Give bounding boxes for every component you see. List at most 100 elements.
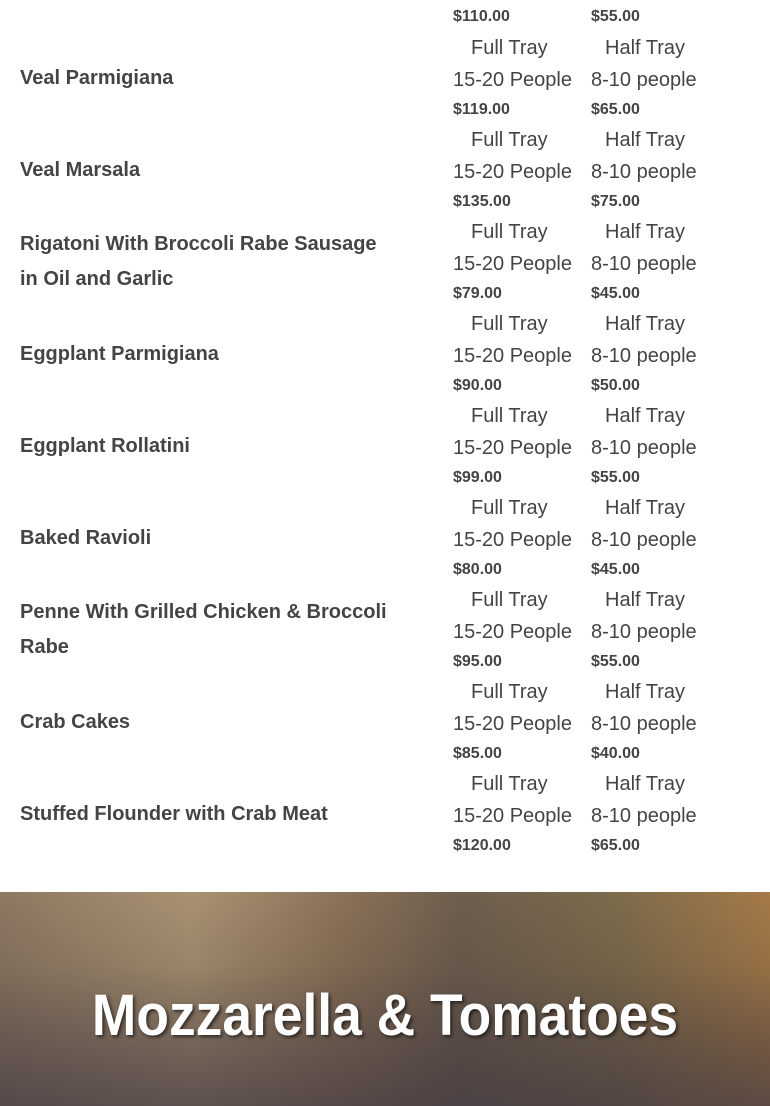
full-tray-column: Full Tray 15-20 People $79.00 bbox=[453, 216, 588, 308]
half-tray-people: 8-10 people bbox=[591, 529, 697, 551]
menu-row: Baked Ravioli Full Tray 15-20 People $80.00… bbox=[0, 492, 770, 584]
full-tray-column: Full Tray 15-20 People $80.00 bbox=[453, 492, 588, 584]
item-name: Stuffed Flounder with Crab Meat bbox=[20, 768, 390, 860]
item-name-text: Stuffed Flounder with Crab Meat bbox=[20, 802, 328, 825]
half-tray-people: 8-10 people bbox=[591, 161, 697, 183]
half-tray-price: $55.00 bbox=[591, 8, 640, 25]
item-name-text: Rigatoni With Broccoli Rabe Sausage in O… bbox=[20, 233, 377, 290]
full-tray-people: 15-20 People bbox=[453, 69, 572, 91]
menu-row: Crab Cakes Full Tray 15-20 People $85.00 Hal… bbox=[0, 676, 770, 768]
full-tray-label: Full Tray bbox=[471, 313, 548, 335]
half-tray-label: Half Tray bbox=[605, 405, 686, 427]
item-name: Rigatoni With Broccoli Rabe Sausage in O… bbox=[20, 216, 390, 308]
full-tray-label: Full Tray bbox=[471, 497, 548, 519]
half-tray-column: Half Tray 8-10 people $45.00 bbox=[591, 216, 726, 308]
half-tray-price: $75.00 bbox=[591, 193, 640, 210]
half-tray-label: Half Tray bbox=[605, 497, 686, 519]
full-tray-price: $85.00 bbox=[453, 745, 502, 762]
item-name-text: Penne With Grilled Chicken & Broccoli Ra… bbox=[20, 601, 387, 658]
item-name: Veal Parmigiana bbox=[20, 32, 390, 124]
half-tray-people: 8-10 people bbox=[591, 437, 697, 459]
menu-row: Veal Parmigiana Full Tray 15-20 People $119… bbox=[0, 32, 770, 124]
half-tray-price: $55.00 bbox=[591, 469, 640, 486]
half-tray-label: Half Tray bbox=[605, 313, 686, 335]
half-tray-price: $50.00 bbox=[591, 377, 640, 394]
half-tray-people: 8-10 people bbox=[591, 713, 697, 735]
half-tray-people: 8-10 people bbox=[591, 621, 697, 643]
full-tray-label: Full Tray bbox=[471, 589, 548, 611]
full-tray-price: $110.00 bbox=[453, 8, 510, 25]
menu-row-partial: $110.00 $55.00 bbox=[0, 0, 770, 32]
full-tray-price: $80.00 bbox=[453, 561, 502, 578]
half-tray-column: Half Tray 8-10 people $75.00 bbox=[591, 124, 726, 216]
full-tray-label: Full Tray bbox=[471, 129, 548, 151]
half-tray-column: Half Tray 8-10 people $55.00 bbox=[591, 400, 726, 492]
half-tray-column: Half Tray 8-10 people $65.00 bbox=[591, 768, 726, 860]
item-name-text: Veal Marsala bbox=[20, 158, 141, 181]
half-tray-price: $65.00 bbox=[591, 101, 640, 118]
full-tray-price: $120.00 bbox=[453, 837, 511, 854]
item-name: Baked Ravioli bbox=[20, 492, 390, 584]
half-tray-people: 8-10 people bbox=[591, 253, 697, 275]
item-name: Crab Cakes bbox=[20, 676, 390, 768]
item-name: Eggplant Parmigiana bbox=[20, 308, 390, 400]
half-tray-column: Half Tray 8-10 people $40.00 bbox=[591, 676, 726, 768]
item-name-text: Crab Cakes bbox=[20, 710, 131, 733]
item-name-text: Eggplant Rollatini bbox=[20, 434, 190, 457]
half-tray-label: Half Tray bbox=[605, 221, 686, 243]
half-tray-label: Half Tray bbox=[605, 37, 686, 59]
half-tray-column: Half Tray 8-10 people $50.00 bbox=[591, 308, 726, 400]
half-tray-price: $55.00 bbox=[591, 653, 640, 670]
full-tray-people: 15-20 People bbox=[453, 621, 572, 643]
half-tray-column: Half Tray 8-10 people $55.00 bbox=[591, 584, 726, 676]
full-tray-column: Full Tray 15-20 People $119.00 bbox=[453, 32, 588, 124]
half-tray-price: $45.00 bbox=[591, 561, 640, 578]
item-name: Veal Marsala bbox=[20, 124, 390, 216]
full-tray-people: 15-20 People bbox=[453, 805, 572, 827]
half-tray-people: 8-10 people bbox=[591, 805, 697, 827]
full-tray-price: $90.00 bbox=[453, 377, 502, 394]
full-tray-label: Full Tray bbox=[471, 681, 548, 703]
half-tray-people: 8-10 people bbox=[591, 69, 697, 91]
half-tray-label: Half Tray bbox=[605, 589, 686, 611]
item-name: Eggplant Rollatini bbox=[20, 400, 390, 492]
full-tray-price: $135.00 bbox=[453, 193, 511, 210]
full-tray-people: 15-20 People bbox=[453, 437, 572, 459]
full-tray-column: Full Tray 15-20 People $95.00 bbox=[453, 584, 588, 676]
half-tray-column: Half Tray 8-10 people $65.00 bbox=[591, 32, 726, 124]
full-tray-people: 15-20 People bbox=[453, 161, 572, 183]
half-tray-label: Half Tray bbox=[605, 681, 686, 703]
full-tray-label: Full Tray bbox=[471, 773, 548, 795]
menu-row: Eggplant Parmigiana Full Tray 15-20 People… bbox=[0, 308, 770, 400]
full-tray-label: Full Tray bbox=[471, 405, 548, 427]
full-tray-price: $95.00 bbox=[453, 653, 502, 670]
item-name: Penne With Grilled Chicken & Broccoli Ra… bbox=[20, 584, 390, 676]
section-banner: Mozzarella & Tomatoes bbox=[0, 892, 770, 1106]
full-tray-column: Full Tray 15-20 People $135.00 bbox=[453, 124, 588, 216]
half-tray-price: $45.00 bbox=[591, 285, 640, 302]
half-tray-label: Half Tray bbox=[605, 773, 686, 795]
half-tray-price: $40.00 bbox=[591, 745, 640, 762]
full-tray-column: Full Tray 15-20 People $90.00 bbox=[453, 308, 588, 400]
full-tray-price: $99.00 bbox=[453, 469, 502, 486]
full-tray-price: $79.00 bbox=[453, 285, 502, 302]
menu-row: Stuffed Flounder with Crab Meat Full Tray… bbox=[0, 768, 770, 860]
section-title: Mozzarella & Tomatoes bbox=[91, 983, 679, 1048]
menu-row: Veal Marsala Full Tray 15-20 People $135.00… bbox=[0, 124, 770, 216]
full-tray-column: Full Tray 15-20 People $99.00 bbox=[453, 400, 588, 492]
half-tray-people: 8-10 people bbox=[591, 345, 697, 367]
full-tray-column: Full Tray 15-20 People $120.00 bbox=[453, 768, 588, 860]
menu-row: Eggplant Rollatini Full Tray 15-20 People $… bbox=[0, 400, 770, 492]
half-tray-column: Half Tray 8-10 people $45.00 bbox=[591, 492, 726, 584]
full-tray-label: Full Tray bbox=[471, 221, 548, 243]
full-tray-people: 15-20 People bbox=[453, 529, 572, 551]
full-tray-column: Full Tray 15-20 People $85.00 bbox=[453, 676, 588, 768]
half-tray-label: Half Tray bbox=[605, 129, 686, 151]
full-tray-people: 15-20 People bbox=[453, 253, 572, 275]
half-tray-price: $65.00 bbox=[591, 837, 640, 854]
item-name-text: Veal Parmigiana bbox=[20, 66, 174, 89]
full-tray-price: $119.00 bbox=[453, 101, 510, 118]
full-tray-people: 15-20 People bbox=[453, 713, 572, 735]
menu-row: Rigatoni With Broccoli Rabe Sausage in O… bbox=[0, 216, 770, 308]
full-tray-label: Full Tray bbox=[471, 37, 548, 59]
